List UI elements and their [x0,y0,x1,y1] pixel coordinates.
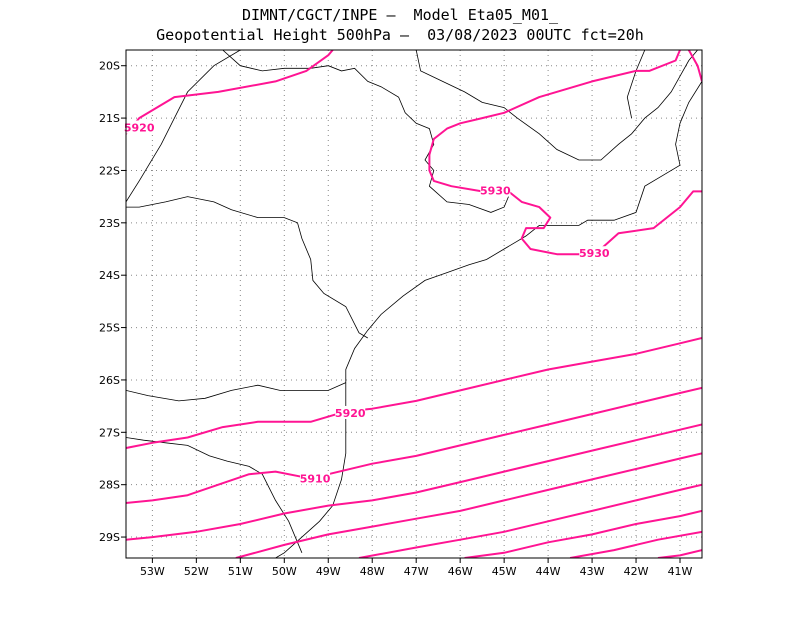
y-tick-label: 27S [99,426,120,439]
y-tick-label: 21S [99,112,120,125]
y-tick-label: 29S [99,531,120,544]
height-contour [126,386,702,504]
x-tick-label: 53W [140,565,165,578]
map-title-line2: Geopotential Height 500hPa – 03/08/2023 … [156,26,644,44]
height-contour [428,50,702,256]
height-contour [657,549,702,558]
x-tick-label: 49W [316,565,341,578]
x-tick-label: 43W [580,565,605,578]
contour-labels: 5920 5930 5930 5920 5910 [124,120,610,485]
height-contour [126,337,702,449]
state-border [415,50,698,161]
contour-label: 5930 [480,184,511,197]
y-tick-label: 28S [99,479,120,492]
height-contour [569,530,702,558]
contour-label-bg [579,246,610,260]
x-tick-label: 41W [668,565,693,578]
axis-ticks: 53W 52W 51W 50W 49W 48W 47W 46W 45W 44W 43W 42W 41W 2… [99,60,693,578]
map-frame [125,49,703,559]
x-tick-label: 52W [184,565,209,578]
contour-label: 5920 [335,407,366,420]
height-contour [126,423,702,541]
x-tick-label: 44W [536,565,561,578]
x-tick-label: 51W [228,565,253,578]
height-contour [464,509,702,558]
contour-label-bg [124,120,155,134]
height-contour [126,50,334,135]
y-tick-label: 25S [99,322,120,335]
state-border [126,382,346,402]
height-contour [687,50,702,82]
geopotential-contours [126,50,702,558]
state-border [222,50,509,213]
contour-label-bg [300,471,331,485]
state-border [336,50,338,51]
y-tick-label: 26S [99,374,120,387]
y-tick-label: 22S [99,164,120,177]
x-tick-label: 45W [492,565,517,578]
coastline [275,81,702,558]
x-tick-label: 48W [360,565,385,578]
x-tick-label: 46W [448,565,473,578]
gridlines [126,50,702,558]
height-contour [358,483,702,558]
state-borders [126,50,702,558]
state-border [126,196,369,339]
map-title-line1: DIMNT/CGCT/INPE – Model Eta05_M01_ [241,6,559,24]
contour-label-bg [335,405,366,419]
x-tick-label: 47W [404,565,429,578]
height-contour [235,452,702,558]
x-tick-label: 50W [272,565,297,578]
y-tick-label: 20S [99,60,120,73]
x-tick-label: 42W [624,565,649,578]
state-border [626,50,646,119]
contour-label: 5920 [124,122,155,135]
state-border [126,50,241,203]
y-tick-label: 23S [99,217,120,230]
contour-label-bg [480,183,511,197]
contour-label: 5910 [300,472,331,485]
y-tick-label: 24S [99,269,120,282]
contour-label: 5930 [579,247,610,260]
